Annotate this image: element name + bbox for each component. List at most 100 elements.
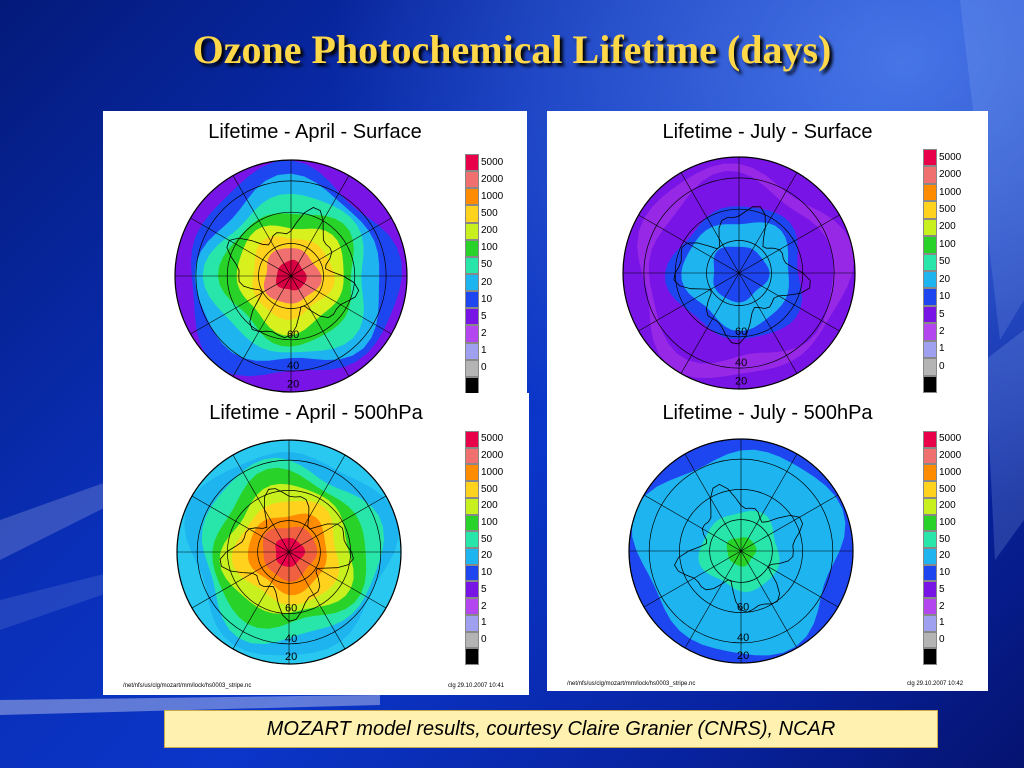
colorbar-label: 200: [939, 221, 956, 233]
map-border: [622, 156, 856, 390]
colorbar-label: 0: [939, 633, 945, 645]
meridian-line: [738, 214, 840, 274]
panel-july-500hpa: Lifetime - July - 500hPa 60 40 20 5000 2000…: [547, 393, 988, 691]
colorbar-swatch: [923, 253, 937, 271]
polar-map-july-500hpa: 60 40 20: [628, 438, 854, 664]
colorbar-label: 50: [481, 533, 493, 545]
polar-map-july-surface: 60 40 20: [622, 156, 856, 390]
colorbar-label: 2000: [939, 169, 962, 181]
latitude-label: 40: [737, 632, 749, 644]
colorbar-swatch: [465, 342, 479, 360]
colorbar-label: 10: [481, 567, 493, 579]
colorbar-swatch: [923, 288, 937, 306]
colorbar-swatch: [465, 581, 479, 599]
colorbar-swatch: [465, 239, 479, 257]
colorbar-label: 1000: [481, 190, 504, 202]
colorbar-swatch: [465, 514, 479, 532]
colorbar-label: 5000: [481, 156, 504, 168]
meridian-line: [191, 495, 290, 553]
meridian-line: [738, 272, 840, 332]
colorbar-swatch: [923, 236, 937, 254]
colorbar-swatch: [923, 149, 937, 167]
meridian-line: [288, 551, 387, 609]
colorbar-label: 2: [939, 600, 945, 612]
colorbar-label: 0: [939, 360, 945, 372]
colorbar-label: 20: [481, 550, 493, 562]
meridian-line: [190, 275, 292, 335]
colorbar-swatch: [465, 188, 479, 206]
colorbar-swatch: [465, 481, 479, 498]
colorbar-swatch: [465, 614, 479, 632]
colorbar-swatch: [923, 631, 937, 649]
colorbar-swatch: [465, 464, 479, 482]
colorbar-label: 50: [481, 259, 493, 271]
latitude-label: 60: [735, 326, 747, 338]
colorbar-swatch: [465, 531, 479, 548]
meridian-line: [288, 551, 346, 650]
colorbar-swatch: [465, 274, 479, 292]
colorbar-label: 50: [939, 533, 951, 545]
colorbar-swatch: [465, 447, 479, 465]
colorbar-swatch: [923, 481, 937, 498]
colorbar-swatch: [465, 154, 479, 172]
latitude-label: 40: [287, 360, 299, 372]
coastline: [226, 207, 360, 339]
colorbar-label: 0: [481, 633, 487, 645]
colorbar-swatch: [923, 358, 937, 376]
colorbar-swatch: [923, 431, 937, 448]
colorbar-swatch: [923, 531, 937, 548]
meridian-line: [643, 494, 742, 552]
latitude-label: 60: [737, 602, 749, 614]
colorbar-label: 1: [481, 345, 487, 357]
colorbar-swatch: [923, 166, 937, 184]
colorbar: 5000 2000 1000 500 200 100 50 20 10 5 2 1 0: [923, 149, 979, 393]
colorbar-swatch: [923, 464, 937, 482]
colorbar-swatch: [465, 222, 479, 240]
colorbar-swatch: [465, 256, 479, 274]
latitude-label: 20: [287, 379, 299, 391]
colorbar-swatch: [465, 171, 479, 189]
colorbar-swatch: [923, 447, 937, 465]
colorbar-label: 2: [481, 600, 487, 612]
colorbar-swatch: [465, 359, 479, 377]
meridian-line: [232, 454, 290, 553]
colorbar-label: 100: [939, 238, 956, 250]
map-border: [628, 438, 854, 664]
colorbar: 5000 2000 1000 500 200 100 50 20 10 5 2 1 0: [465, 154, 521, 394]
latitude-label: 20: [737, 650, 749, 662]
latitude-label: 40: [735, 357, 747, 369]
colorbar-label: 100: [481, 516, 498, 528]
colorbar-label: 10: [939, 291, 951, 303]
colorbar-label: 200: [481, 225, 498, 237]
meridian-line: [290, 275, 350, 377]
colorbar-swatch: [465, 631, 479, 649]
colorbar-label: 5: [939, 308, 945, 320]
colorbar-swatch: [923, 271, 937, 289]
file-path-label: /net/nfs/us/clg/mozart/mm/lock/hs0003_st…: [123, 683, 252, 689]
colorbar-label: 2: [939, 326, 945, 337]
colorbar-label: 500: [939, 483, 956, 495]
meridian-line: [738, 272, 798, 374]
colorbar-swatch: [465, 205, 479, 223]
meridian-line: [290, 275, 392, 335]
colorbar-swatch: [465, 564, 479, 582]
colorbar: 5000 2000 1000 500 200 100 50 20 10 5 2 1 0: [465, 431, 521, 665]
colorbar-swatch: [923, 614, 937, 632]
latitude-label: 60: [285, 603, 297, 615]
colorbar-label: 10: [939, 567, 951, 579]
meridian-line: [740, 550, 798, 649]
credit-caption: MOZART model results, courtesy Claire Gr…: [164, 710, 938, 748]
colorbar-label: 1: [481, 617, 487, 629]
colorbar-swatch: [465, 325, 479, 343]
colorbar-swatch: [465, 598, 479, 615]
panel-title: Lifetime - April - 500hPa: [103, 393, 529, 433]
colorbar-label: 2000: [939, 450, 962, 462]
colorbar-swatch: [923, 183, 937, 202]
colorbar-swatch: [465, 497, 479, 515]
meridian-line: [738, 172, 798, 274]
colorbar-label: 100: [481, 242, 498, 254]
colorbar-swatch: [465, 648, 479, 665]
colorbar-label: 500: [939, 204, 956, 215]
latitude-label: 60: [287, 329, 299, 341]
colorbar-label: 1000: [939, 466, 962, 478]
